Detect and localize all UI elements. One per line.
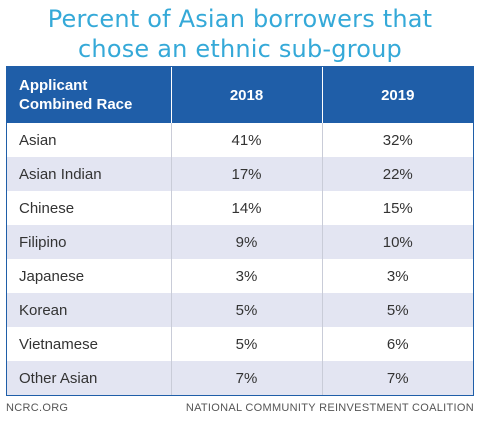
- cell-2019: 3%: [321, 259, 473, 293]
- table-row: Vietnamese 5% 6%: [7, 327, 473, 361]
- table-row: Filipino 9% 10%: [7, 225, 473, 259]
- table-row: Other Asian 7% 7%: [7, 361, 473, 395]
- data-table: Applicant Combined Race 2018 2019 Asian 4…: [7, 67, 473, 395]
- column-header-race-line-2: Combined Race: [19, 96, 133, 113]
- chart-title: Percent of Asian borrowers that chose an…: [0, 4, 480, 64]
- cell-2019: 7%: [321, 361, 473, 395]
- row-label: Filipino: [19, 233, 67, 251]
- data-table-container: Applicant Combined Race 2018 2019 Asian 4…: [6, 66, 474, 396]
- footer-source-right: NATIONAL COMMUNITY REINVESTMENT COALITIO…: [185, 402, 474, 414]
- cell-2019: 22%: [321, 157, 473, 191]
- cell-2018: 3%: [170, 259, 322, 293]
- cell-2018: 9%: [170, 225, 322, 259]
- cell-2018: 5%: [170, 293, 322, 327]
- table-row: Asian 41% 32%: [7, 123, 473, 157]
- row-label: Korean: [19, 301, 68, 319]
- column-header-race: Applicant Combined Race: [7, 67, 171, 123]
- row-label: Chinese: [19, 199, 75, 217]
- cell-2018: 7%: [170, 361, 322, 395]
- cell-2018: 17%: [170, 157, 322, 191]
- table-header-row: Applicant Combined Race 2018 2019: [7, 67, 473, 123]
- cell-2018: 41%: [170, 123, 322, 157]
- cell-2019: 5%: [321, 293, 473, 327]
- table-row: Chinese 14% 15%: [7, 191, 473, 225]
- table-row: Japanese 3% 3%: [7, 259, 473, 293]
- cell-2018: 14%: [170, 191, 322, 225]
- column-header-race-line-1: Applicant: [19, 77, 88, 94]
- table-body: Asian 41% 32% Asian Indian 17% 22% Chinese 14% 1…: [7, 123, 473, 395]
- cell-2019: 15%: [321, 191, 473, 225]
- row-label: Asian Indian: [19, 165, 102, 183]
- table-row: Asian Indian 17% 22%: [7, 157, 473, 191]
- cell-2019: 6%: [321, 327, 473, 361]
- footer-source-left: NCRC.ORG: [6, 402, 69, 414]
- column-header-2019: 2019: [321, 67, 473, 123]
- row-label: Other Asian: [19, 369, 98, 387]
- cell-2019: 32%: [321, 123, 473, 157]
- row-label: Japanese: [19, 267, 85, 285]
- cell-2019: 10%: [321, 225, 473, 259]
- chart-title-line-2: chose an ethnic sub-group: [78, 35, 402, 63]
- row-label: Vietnamese: [19, 335, 98, 353]
- cell-2018: 5%: [170, 327, 322, 361]
- chart-title-line-1: Percent of Asian borrowers that: [47, 5, 433, 33]
- column-header-2018: 2018: [170, 67, 322, 123]
- table-row: Korean 5% 5%: [7, 293, 473, 327]
- row-label: Asian: [19, 131, 57, 149]
